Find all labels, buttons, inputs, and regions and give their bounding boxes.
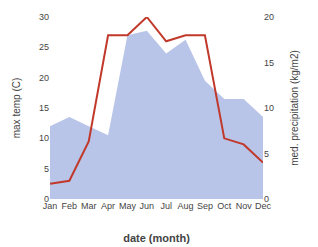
svg-text:Jul: Jul: [160, 201, 172, 211]
svg-text:Feb: Feb: [62, 201, 78, 211]
svg-text:Nov: Nov: [236, 201, 253, 211]
svg-text:10: 10: [264, 103, 274, 113]
svg-text:0: 0: [44, 194, 49, 204]
svg-text:5: 5: [264, 149, 269, 159]
svg-text:Sep: Sep: [197, 201, 213, 211]
svg-text:Jun: Jun: [140, 201, 155, 211]
svg-text:max temp (C): max temp (C): [11, 78, 22, 139]
svg-text:Jan: Jan: [43, 201, 58, 211]
svg-text:0: 0: [264, 194, 269, 204]
svg-text:15: 15: [39, 103, 49, 113]
svg-text:Dec: Dec: [255, 201, 272, 211]
svg-text:Mar: Mar: [81, 201, 97, 211]
svg-text:15: 15: [264, 58, 274, 68]
svg-text:25: 25: [39, 42, 49, 52]
svg-text:30: 30: [39, 12, 49, 22]
svg-text:date (month): date (month): [123, 232, 190, 244]
svg-text:20: 20: [39, 73, 49, 83]
svg-text:Apr: Apr: [101, 201, 115, 211]
svg-text:10: 10: [39, 133, 49, 143]
svg-text:Aug: Aug: [178, 201, 194, 211]
svg-text:med. precipitation (kg/m2): med. precipitation (kg/m2): [289, 50, 300, 166]
svg-text:20: 20: [264, 12, 274, 22]
svg-text:May: May: [119, 201, 137, 211]
svg-text:5: 5: [44, 164, 49, 174]
svg-text:Oct: Oct: [217, 201, 232, 211]
